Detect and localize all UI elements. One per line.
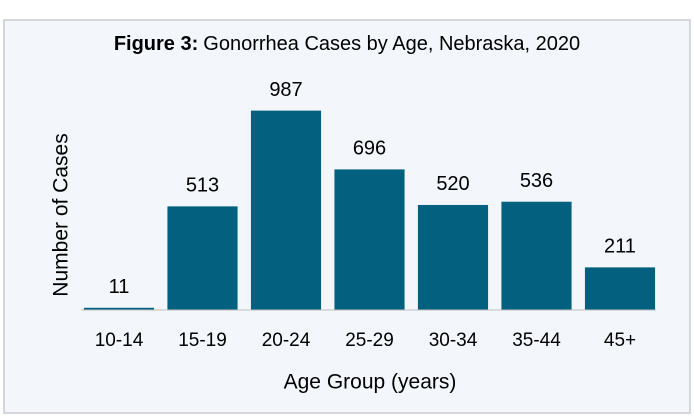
title-text: Gonorrhea Cases by Age, Nebraska, 2020 <box>203 33 580 55</box>
value-label: 987 <box>269 79 302 101</box>
x-tick-label: 35-44 <box>512 330 561 351</box>
x-tick-label: 30-34 <box>429 330 478 351</box>
value-label: 536 <box>520 170 553 192</box>
x-tick-label: 45+ <box>604 330 636 351</box>
value-label: 513 <box>186 175 219 197</box>
value-label: 11 <box>109 276 130 298</box>
bar <box>501 201 572 310</box>
value-label: 520 <box>436 173 469 195</box>
chart-title: Figure 3: Gonorrhea Cases by Age, Nebrask… <box>114 33 580 55</box>
bar <box>417 204 489 310</box>
x-tick-label: 25-29 <box>345 330 394 351</box>
x-axis-label: Age Group (years) <box>284 371 457 394</box>
value-label: 211 <box>604 236 636 258</box>
value-label: 696 <box>353 138 386 160</box>
bar <box>334 169 405 310</box>
bar <box>167 206 238 310</box>
x-tick-label: 15-19 <box>178 330 227 351</box>
bar <box>83 307 155 310</box>
x-tick-label: 20-24 <box>262 330 311 351</box>
y-axis-label: Number of Cases <box>50 133 73 296</box>
bar <box>250 110 322 310</box>
title-label: Figure 3: <box>114 33 198 55</box>
x-tick-label: 10-14 <box>95 330 144 351</box>
bar <box>584 267 656 310</box>
